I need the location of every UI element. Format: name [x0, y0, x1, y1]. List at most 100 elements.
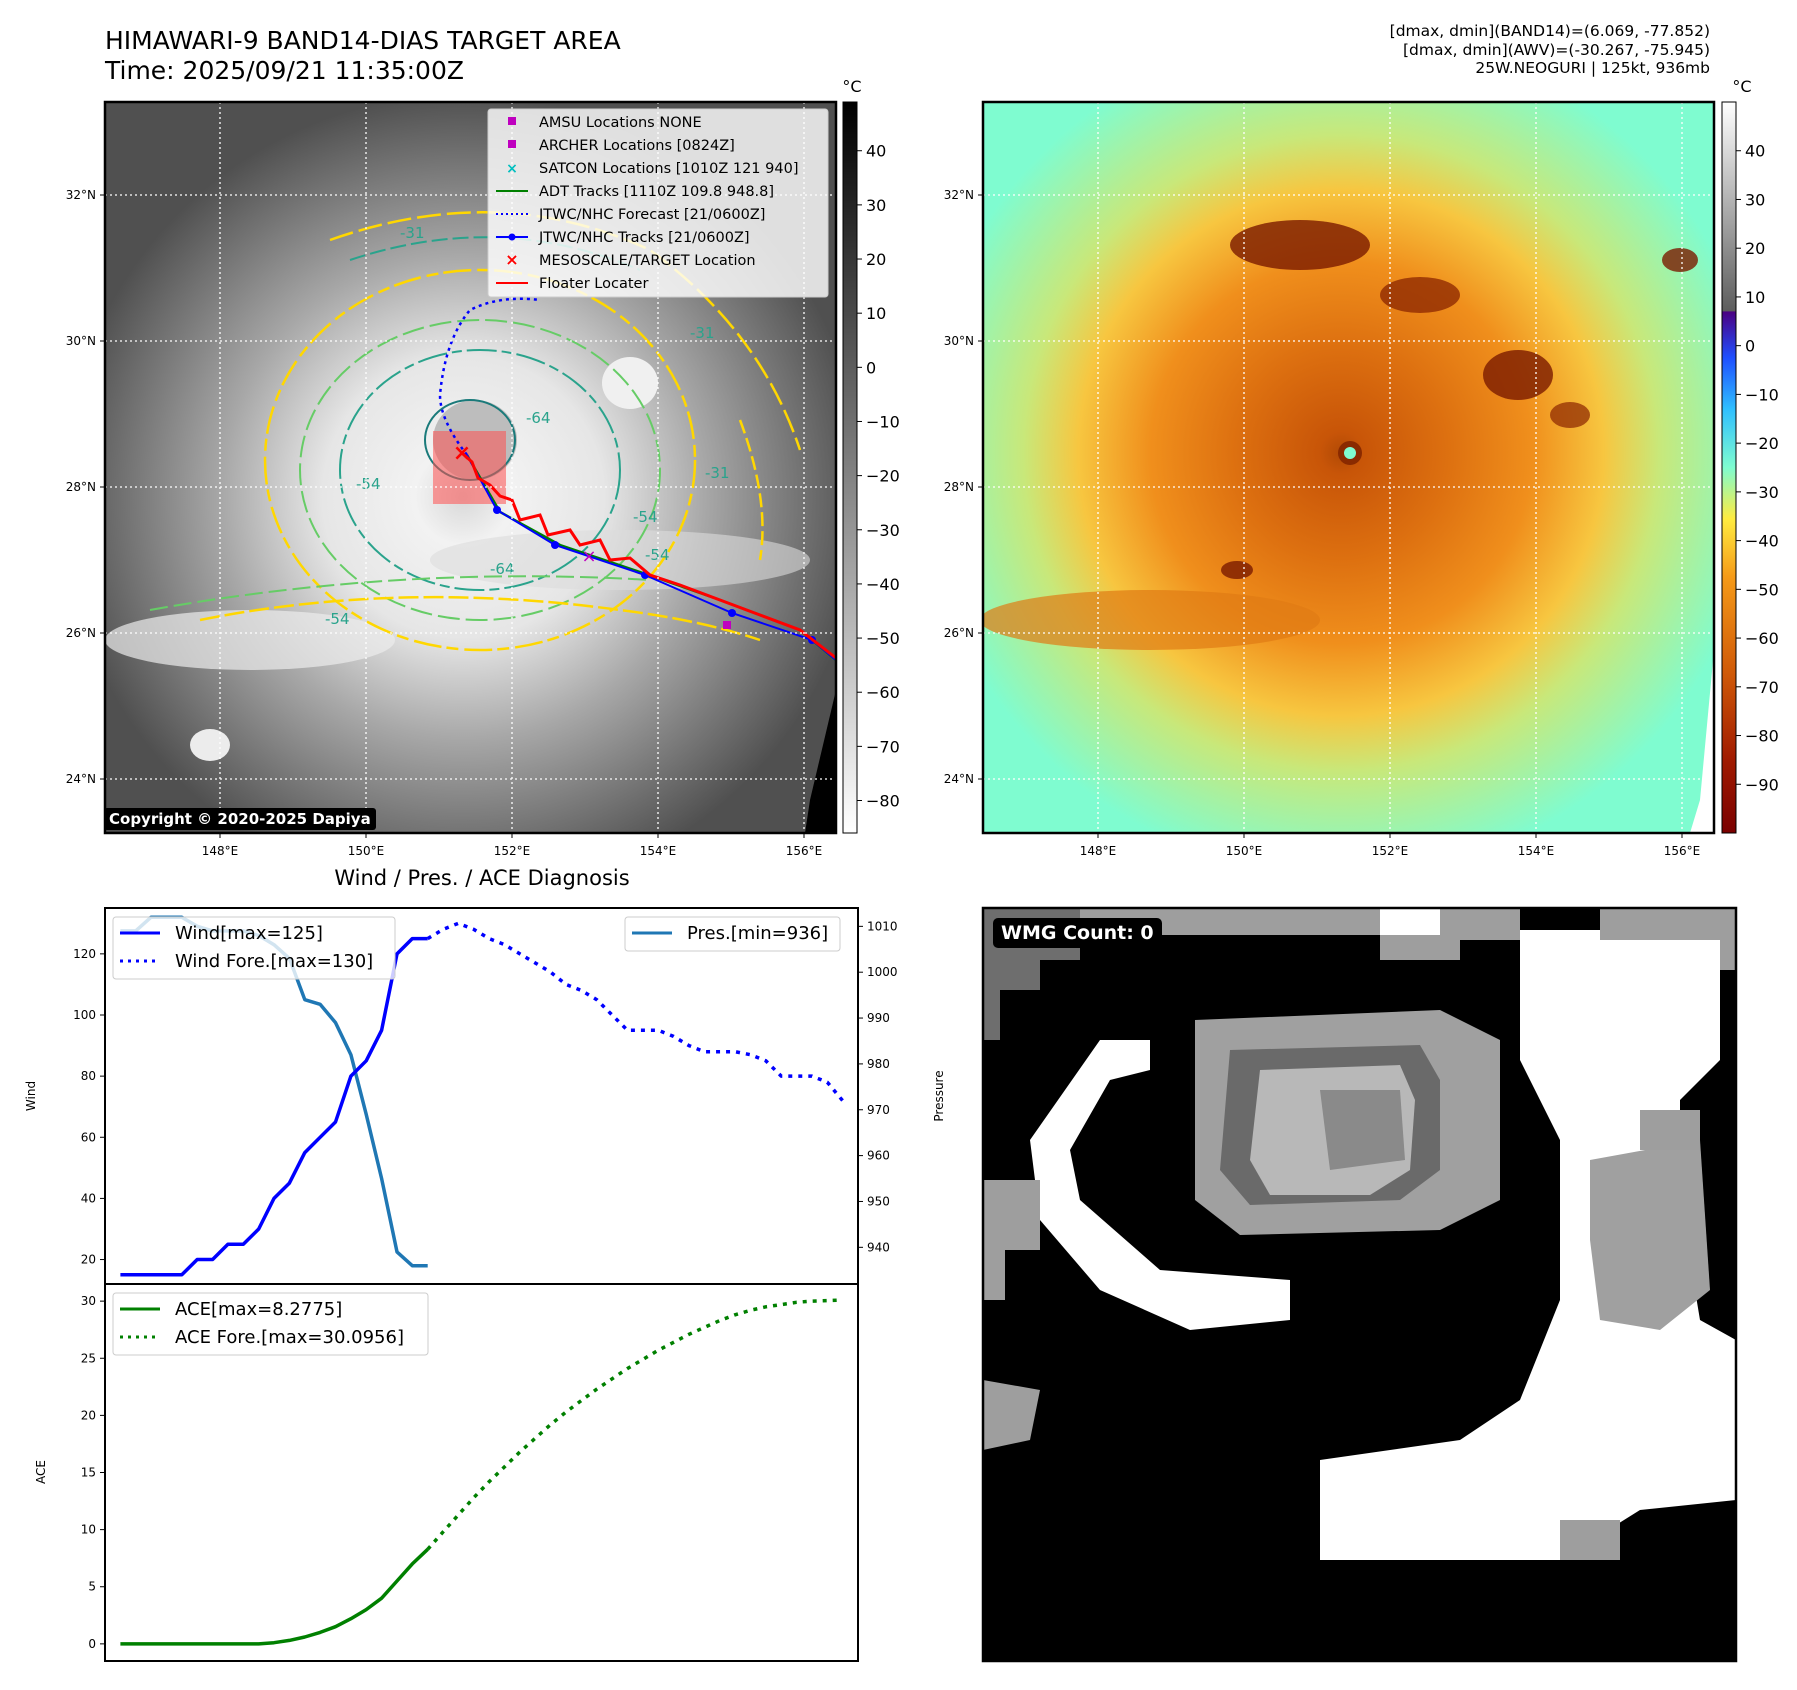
legend-satcon: × SATCON Locations [1010Z 121 940]: [506, 161, 798, 177]
svg-text:-54: -54: [325, 610, 350, 628]
lon-label: 154°E: [640, 844, 677, 858]
legend-adt: ADT Tracks [1110Z 109.8 948.8]: [496, 184, 774, 200]
lon-label: 150°E: [348, 844, 385, 858]
awv-gridlines: [983, 102, 1714, 833]
svg-text:ARCHER Locations [0824Z]: ARCHER Locations [0824Z]: [539, 138, 735, 154]
colorbar-tick: −10: [866, 412, 900, 431]
info-line-3: 25W.NEOGURI | 125kt, 936mb: [1475, 59, 1710, 77]
legend-archer: ARCHER Locations [0824Z]: [508, 138, 735, 154]
ace-tick-label: 20: [81, 1408, 96, 1422]
wind-legend: Wind[max=125] Wind Fore.[max=130]: [112, 916, 396, 980]
colorbar-tick: 10: [866, 304, 886, 323]
ace-line: [120, 1548, 429, 1646]
pressure-tick-label: 970: [867, 1103, 890, 1117]
colorbar-tick: 40: [1745, 142, 1765, 161]
lat-label: 26°N: [944, 626, 974, 640]
legend-jtwc-tracks: JTWC/NHC Tracks [21/0600Z]: [496, 230, 750, 246]
colorbar-tick: −80: [1745, 727, 1779, 746]
pressure-tick-label: 980: [867, 1057, 890, 1071]
info-line-1: [dmax, dmin](BAND14)=(6.069, -77.852): [1389, 22, 1710, 40]
wmg-count-badge: WMG Count: 0: [993, 918, 1162, 948]
pressure-tick-label: 1010: [867, 919, 898, 933]
wind-tick-label: 120: [73, 947, 96, 961]
pressure-tick-label: 950: [867, 1194, 890, 1208]
wind-tick-label: 20: [81, 1253, 96, 1267]
ir-cloud-features: × × -31 -54 -64 -54 -31 -54 -64 -54 -31: [105, 211, 836, 833]
awv-features: [983, 220, 1714, 833]
ace-legend: ACE[max=8.2775] ACE Fore.[max=30.0956]: [112, 1292, 429, 1356]
ace-tick-label: 5: [88, 1580, 96, 1594]
pres-legend: Pres.[min=936]: [624, 916, 841, 952]
ace-ticks: 0 5 10 15 20 25 30: [81, 1294, 105, 1651]
legend-pres: Pres.[min=936]: [687, 923, 828, 944]
copyright-badge: Copyright © 2020-2025 Dapiya: [104, 808, 376, 830]
wind-tick-label: 80: [81, 1069, 96, 1083]
lon-label: 148°E: [1080, 844, 1117, 858]
svg-text:-31: -31: [400, 224, 425, 242]
svg-text:-54: -54: [645, 546, 670, 564]
wind-tick-label: 40: [81, 1191, 96, 1205]
colorbar-tick: −60: [1745, 629, 1779, 648]
legend-wind-fore: Wind Fore.[max=130]: [175, 951, 373, 972]
legend-ace: ACE[max=8.2775]: [175, 1299, 342, 1320]
svg-text:SATCON Locations [1010Z 121 94: SATCON Locations [1010Z 121 940]: [539, 161, 798, 177]
colorbar-tick: 0: [866, 358, 876, 377]
svg-text:×: ×: [506, 161, 518, 177]
lon-label: 148°E: [202, 844, 239, 858]
ace-tick-label: 25: [81, 1351, 96, 1365]
info-line-2: [dmax, dmin](AWV)=(-30.267, -75.945): [1403, 40, 1710, 59]
lat-label: 30°N: [66, 334, 96, 348]
colorbar-tick: 20: [1745, 239, 1765, 258]
svg-text:Floater Locater: Floater Locater: [539, 276, 648, 292]
ace-series: [120, 1298, 843, 1646]
svg-text:-54: -54: [633, 508, 658, 526]
map-axis-ticks: 32°N 30°N 28°N 26°N 24°N 148°E 150°E 152°E 154°E…: [66, 188, 1701, 858]
colorbar-tick: 20: [866, 250, 886, 269]
pressure-tick-label: 940: [867, 1240, 890, 1254]
awv-frame: [981, 100, 1716, 835]
lon-label: 154°E: [1518, 844, 1555, 858]
svg-text:-64: -64: [526, 409, 551, 427]
lat-label: 24°N: [944, 772, 974, 786]
diagnosis-title: Wind / Pres. / ACE Diagnosis: [334, 866, 629, 890]
svg-text:JTWC/NHC Forecast [21/0600Z]: JTWC/NHC Forecast [21/0600Z]: [538, 207, 765, 223]
colorbar-tick: −40: [1745, 532, 1779, 551]
pressure-axis-label: Pressure: [932, 1070, 946, 1121]
diagnosis-chart: Wind / Pres. / ACE Diagnosis Wind Pressu…: [24, 866, 946, 1662]
svg-text:×: ×: [505, 250, 518, 269]
colorbar-tick: −50: [1745, 580, 1779, 599]
awv-colorbar-ticks: 40 30 20 10 0 −10 −20 −30 −40 −50 −60 −70 −80 −90: [1736, 142, 1779, 794]
colorbar-tick: −70: [1745, 678, 1779, 697]
colorbar-tick: 30: [1745, 190, 1765, 209]
svg-text:-54: -54: [356, 475, 381, 493]
colorbar-tick: −50: [866, 629, 900, 648]
colorbar-tick: 0: [1745, 337, 1755, 356]
jtwc-forecast-track: [438, 297, 541, 456]
pressure-tick-label: 990: [867, 1011, 890, 1025]
svg-text:-31: -31: [690, 324, 715, 342]
awv-colorbar: °C 40 30 20 10 0 −10 −20 −30 −40 −50 −60 −70 −80 −90: [1721, 77, 1779, 834]
lon-label: 152°E: [1372, 844, 1409, 858]
colorbar-tick: 30: [866, 196, 886, 215]
ace-tick-label: 0: [88, 1637, 96, 1651]
colorbar-tick: 10: [1745, 288, 1765, 307]
ir-frame: [103, 100, 838, 835]
lon-label: 150°E: [1226, 844, 1263, 858]
pressure-tick-label: 960: [867, 1149, 890, 1163]
lon-label: 156°E: [786, 844, 823, 858]
target-marker: ×: [453, 441, 471, 466]
colorbar-tick: −30: [866, 521, 900, 540]
colorbar-tick: −70: [866, 737, 900, 756]
legend-jtwc-forecast: JTWC/NHC Forecast [21/0600Z]: [496, 207, 765, 223]
wmg-blocks: [983, 908, 1736, 1560]
svg-text:-64: -64: [490, 560, 515, 578]
awv-image: [983, 102, 1714, 833]
ace-tick-label: 10: [81, 1523, 96, 1537]
pressure-ticks: 940 950 960 970 980 990 1000 1010: [858, 919, 898, 1254]
pressure-tick-label: 1000: [867, 965, 898, 979]
colorbar-tick: −10: [1745, 385, 1779, 404]
awv-panel: [981, 100, 1716, 835]
mesoscale-target-box: [433, 431, 506, 504]
ir-panel: × × -31 -54 -64 -54 -31 -54 -64 -54 -31: [103, 100, 838, 835]
